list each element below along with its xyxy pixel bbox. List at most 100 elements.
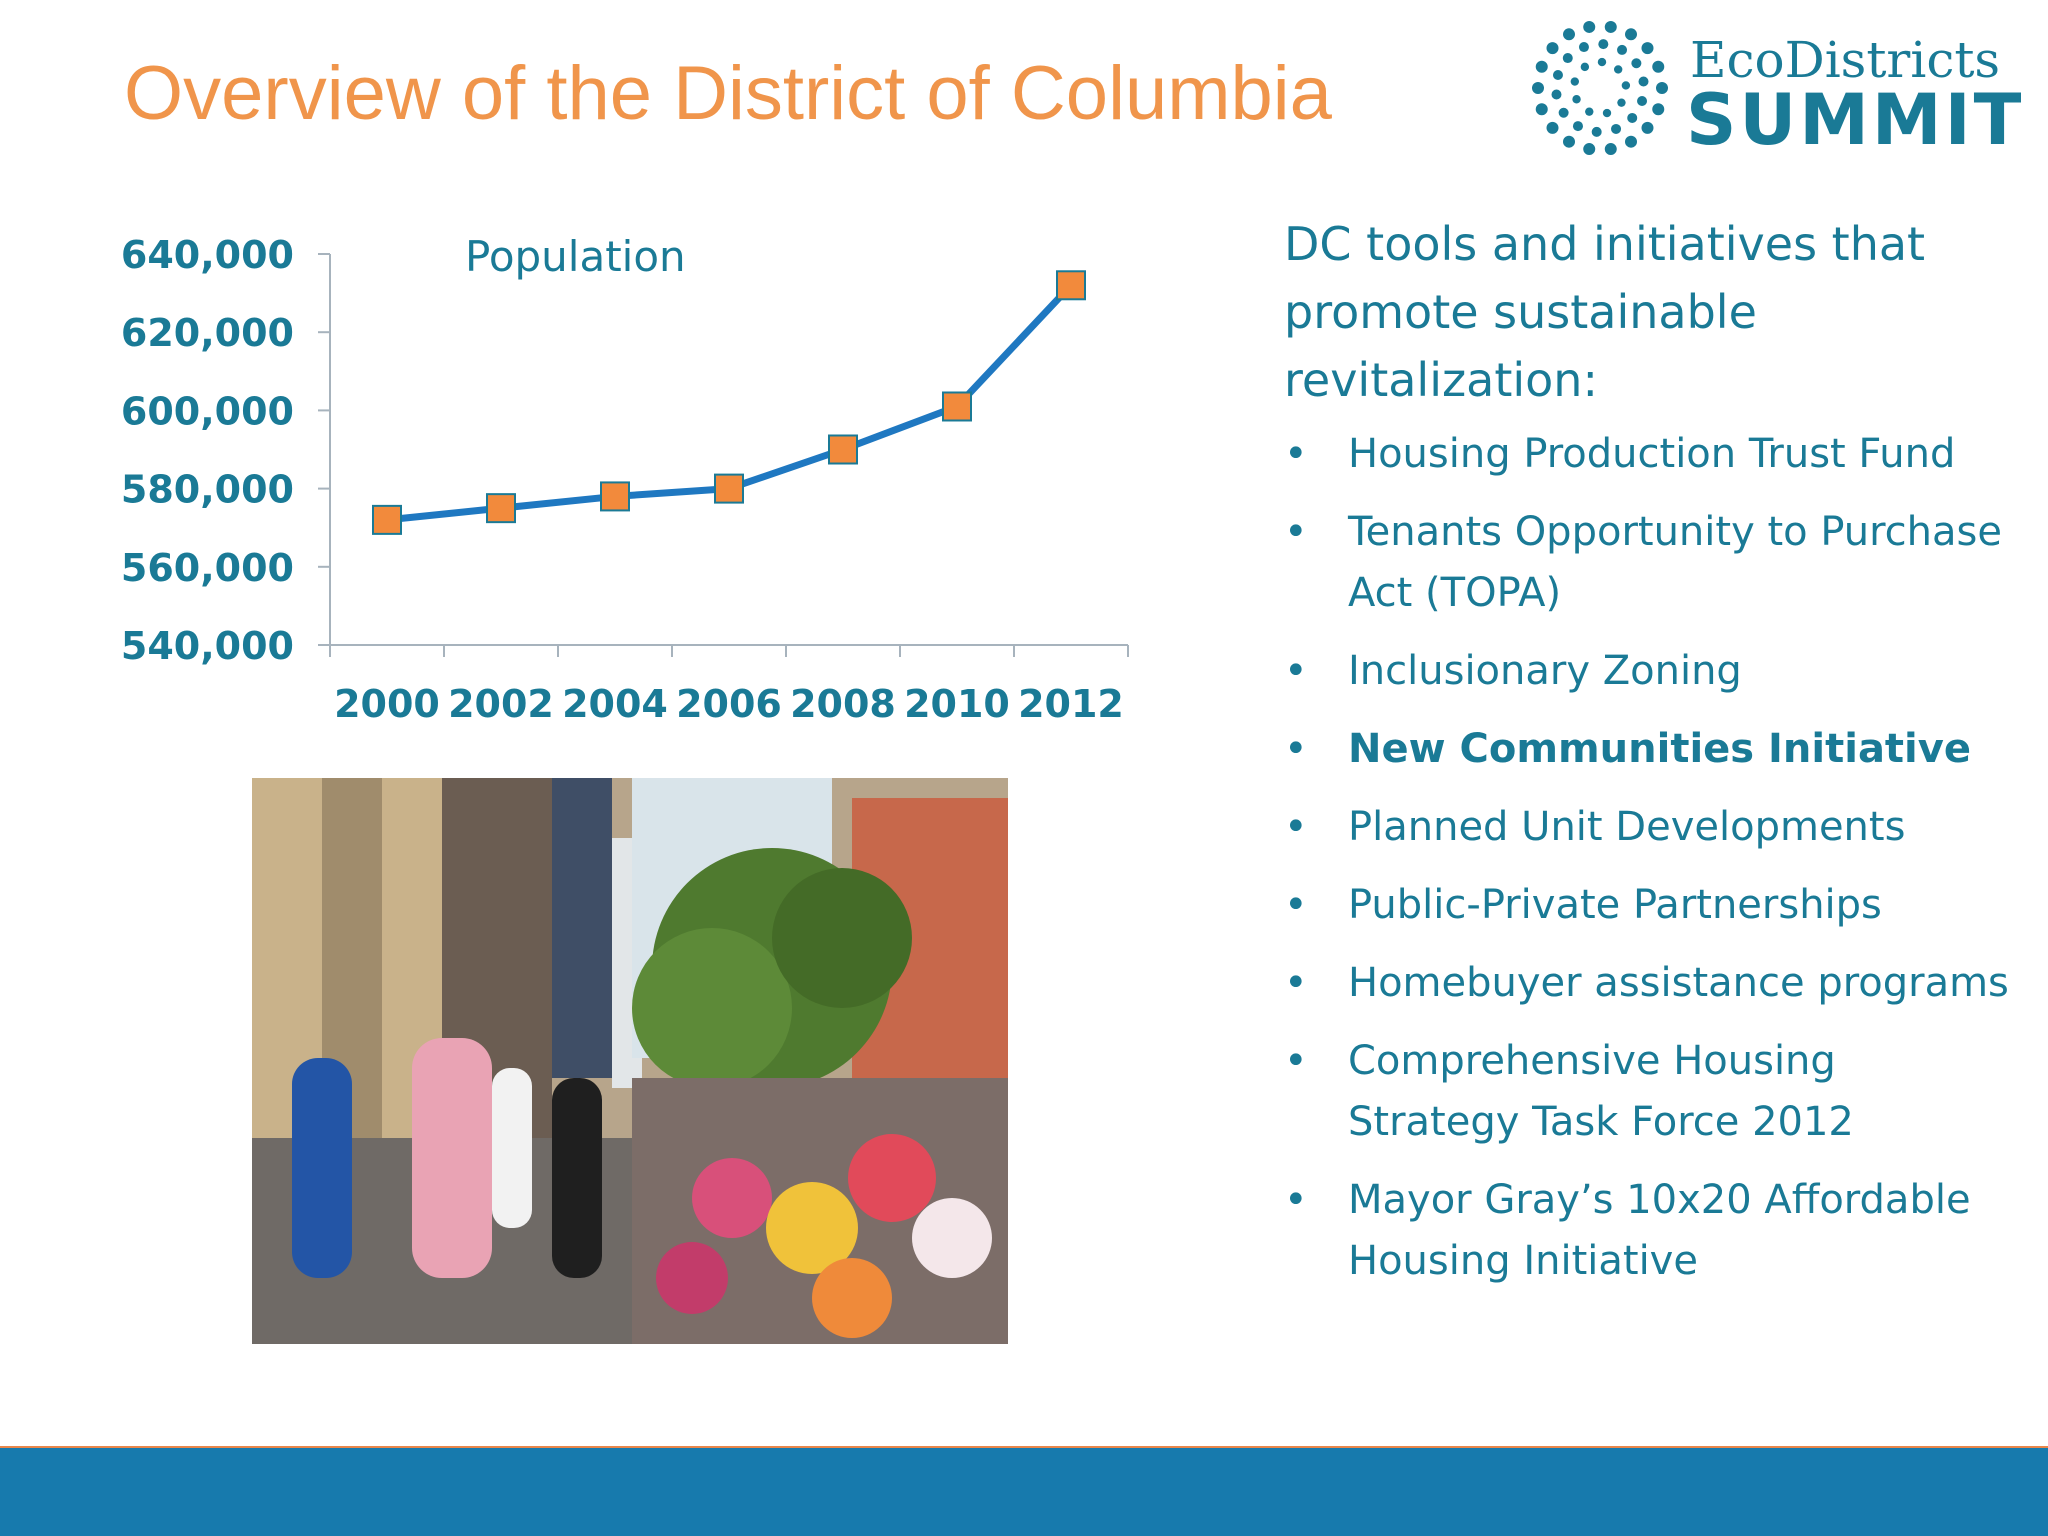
logo-dot [1598,39,1609,50]
logo-dot [1652,103,1665,116]
population-data-point [486,493,516,524]
logo-dot [1641,121,1654,134]
logo-dot [1563,28,1575,41]
initiative-item: • Inclusionary Zoning [1284,641,2014,702]
footer-bar [0,1448,2048,1536]
logo-dot [1631,58,1642,69]
initiatives-intro: DC tools and initiatives that promote su… [1284,217,1926,407]
population-data-point [942,391,972,422]
bullet-icon: • [1284,648,1308,694]
x-tick-label: 2006 [676,682,782,726]
logo-dot [1604,143,1617,156]
initiatives-panel: DC tools and initiatives that promote su… [1284,210,2014,1309]
logo-dot [1641,42,1654,55]
logo-dot [1580,62,1590,72]
initiative-label: Homebuyer assistance programs [1348,960,2009,1006]
bullet-icon: • [1284,882,1308,928]
logo-dot [1535,60,1548,73]
bullet-icon: • [1284,509,1308,555]
logo-dot [1617,98,1626,107]
logo-dot [1578,42,1589,53]
logo-dot [1546,42,1559,55]
logo-dot [1617,44,1628,55]
logo-dot [1637,96,1648,107]
slide-title: Overview of the District of Columbia [124,51,1332,136]
logo-dot [1621,81,1631,90]
initiative-label: New Communities Initiative [1348,726,1971,772]
logo-dot [1656,82,1668,94]
initiative-item: • Mayor Gray’s 10x20 Affordable Housing I… [1284,1170,2014,1292]
logo-dot [1572,95,1581,104]
logo-dot [1546,121,1559,134]
logo-dot [1613,65,1623,74]
population-data-point [1056,270,1086,301]
logo-dot [1558,107,1569,118]
logo-dot [1532,82,1544,94]
y-tick-label: 540,000 [121,624,294,668]
street-market-illustration [252,778,1008,1344]
x-tick-label: 2002 [448,682,554,726]
initiative-label: Planned Unit Developments [1348,804,1906,850]
y-tick-label: 640,000 [121,233,294,277]
logo-dot [1585,107,1594,116]
logo-dot [1562,53,1573,64]
population-data-point [714,473,744,504]
bullet-icon: • [1284,960,1308,1006]
initiative-label: Housing Production Trust Fund [1348,431,1956,477]
logo-dot [1625,28,1637,41]
population-data-point [600,481,630,512]
initiative-label: Public-Private Partnerships [1348,882,1882,928]
initiatives-list: • Housing Production Trust Fund • Tenants O… [1284,424,2014,1292]
logo-dot [1652,60,1665,73]
logo-dot [1597,57,1607,67]
logo-dot [1572,121,1583,132]
initiative-label: Comprehensive Housing Strategy Task Forc… [1348,1038,1854,1145]
x-tick-label: 2010 [904,682,1010,726]
logo-dot [1563,135,1575,148]
initiative-item: • Planned Unit Developments [1284,797,2014,858]
logo-dot [1552,69,1563,80]
initiative-label: Tenants Opportunity to Purchase Act (TOP… [1348,509,2002,616]
logo-dot [1551,89,1562,100]
logo-dot [1625,135,1637,148]
bullet-icon: • [1284,431,1308,477]
initiative-item: • Tenants Opportunity to Purchase Act (TO… [1284,502,2014,624]
logo-dot [1638,76,1649,87]
x-tick-label: 2004 [562,682,668,726]
x-tick-label: 2008 [790,682,896,726]
logo-dot [1611,123,1622,134]
street-market-photo [252,778,1008,1344]
logo-dot [1604,20,1617,33]
bullet-icon: • [1284,1177,1308,1223]
x-tick-label: 2012 [1018,682,1124,726]
initiative-item: • Comprehensive Housing Strategy Task For… [1284,1031,2014,1153]
footer-accent-line [0,1446,2048,1449]
bullet-icon: • [1284,804,1308,850]
logo-bottom-text: SUMMIT [1686,79,2025,161]
population-data-point [372,504,402,535]
logo-dot [1535,103,1548,116]
logo-dot [1602,108,1612,118]
logo-dot [1570,77,1580,86]
bullet-icon: • [1284,726,1308,772]
dot-circle-logo-icon [1532,20,1668,156]
initiative-item: • Public-Private Partnerships [1284,875,2014,936]
initiative-label: Inclusionary Zoning [1348,648,1742,694]
y-tick-label: 620,000 [121,311,294,355]
logo-dot [1627,112,1638,123]
bullet-icon: • [1284,1038,1308,1084]
initiative-label: Mayor Gray’s 10x20 Affordable Housing In… [1348,1177,1971,1284]
y-tick-label: 560,000 [121,546,294,590]
y-tick-label: 580,000 [121,468,294,512]
initiative-item: • Housing Production Trust Fund [1284,424,2014,485]
logo-dot [1583,20,1596,33]
chart-title: Population [465,232,686,281]
logo-top-text: EcoDistricts [1690,31,2001,89]
y-tick-label: 600,000 [121,389,294,433]
logo-dot [1591,126,1602,137]
initiative-item: • New Communities Initiative [1284,719,2014,780]
population-data-point [828,434,858,465]
x-tick-label: 2000 [334,682,440,726]
population-chart: 540,000 560,000 580,000 600,000 620,000 640,0… [121,232,1129,726]
ecodistricts-logo: EcoDistricts SUMMIT [1530,18,2021,158]
